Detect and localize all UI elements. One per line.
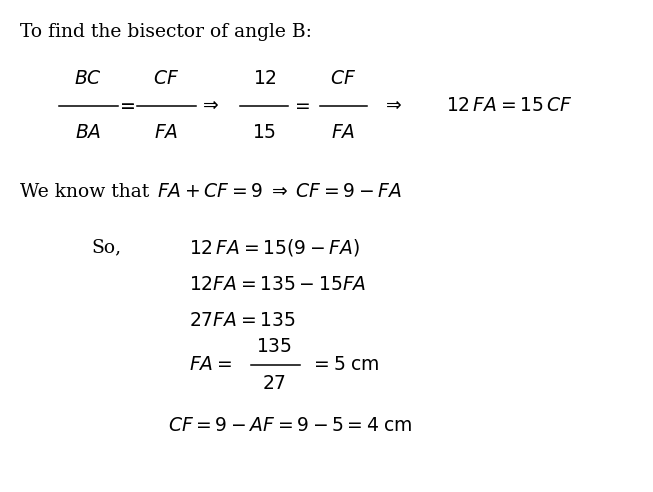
Text: $\mathit{BA}$: $\mathit{BA}$ <box>75 124 101 142</box>
Text: $\mathit{CF}$: $\mathit{CF}$ <box>153 70 180 88</box>
Text: $12\,\mathit{FA} = 15\,\mathit{CF}$: $12\,\mathit{FA} = 15\,\mathit{CF}$ <box>446 97 573 115</box>
Text: $\mathit{FA}$: $\mathit{FA}$ <box>154 124 179 142</box>
Text: $\mathit{FA} = $: $\mathit{FA} = $ <box>189 356 232 374</box>
Text: $= 5\;\mathrm{cm}$: $= 5\;\mathrm{cm}$ <box>310 356 379 374</box>
Text: $\mathit{FA}$: $\mathit{FA}$ <box>330 124 355 142</box>
Text: $=$: $=$ <box>116 97 135 114</box>
Text: We know that: We know that <box>20 183 155 201</box>
Text: $15$: $15$ <box>252 124 277 142</box>
Text: So,: So, <box>91 239 121 256</box>
Text: $\mathit{CF}$: $\mathit{CF}$ <box>330 70 356 88</box>
Text: $12\,\mathit{FA} = 15(9 - \mathit{FA})$: $12\,\mathit{FA} = 15(9 - \mathit{FA})$ <box>189 237 360 258</box>
Text: To find the bisector of angle B:: To find the bisector of angle B: <box>20 23 311 41</box>
Text: $=$: $=$ <box>291 97 310 114</box>
Text: $27$: $27$ <box>262 375 287 393</box>
Text: $\Rightarrow$: $\Rightarrow$ <box>381 97 402 114</box>
Text: $\mathit{CF} = 9 - \mathit{AF} = 9 - 5 = 4\;\mathrm{cm}$: $\mathit{CF} = 9 - \mathit{AF} = 9 - 5 =… <box>168 417 413 434</box>
Text: $27\mathit{FA} = 135$: $27\mathit{FA} = 135$ <box>189 312 296 330</box>
Text: $135$: $135$ <box>256 338 293 356</box>
Text: $\mathit{FA} + \mathit{CF} = 9 \;\Rightarrow\; \mathit{CF} = 9 - \mathit{FA}$: $\mathit{FA} + \mathit{CF} = 9 \;\Righta… <box>157 183 402 201</box>
Text: $12$: $12$ <box>253 70 276 88</box>
Text: $12\mathit{FA} = 135 - 15\mathit{FA}$: $12\mathit{FA} = 135 - 15\mathit{FA}$ <box>189 277 367 294</box>
Text: $\mathit{BC}$: $\mathit{BC}$ <box>74 70 102 88</box>
Text: $=$: $=$ <box>116 97 135 114</box>
Text: $\Rightarrow$: $\Rightarrow$ <box>199 97 219 114</box>
